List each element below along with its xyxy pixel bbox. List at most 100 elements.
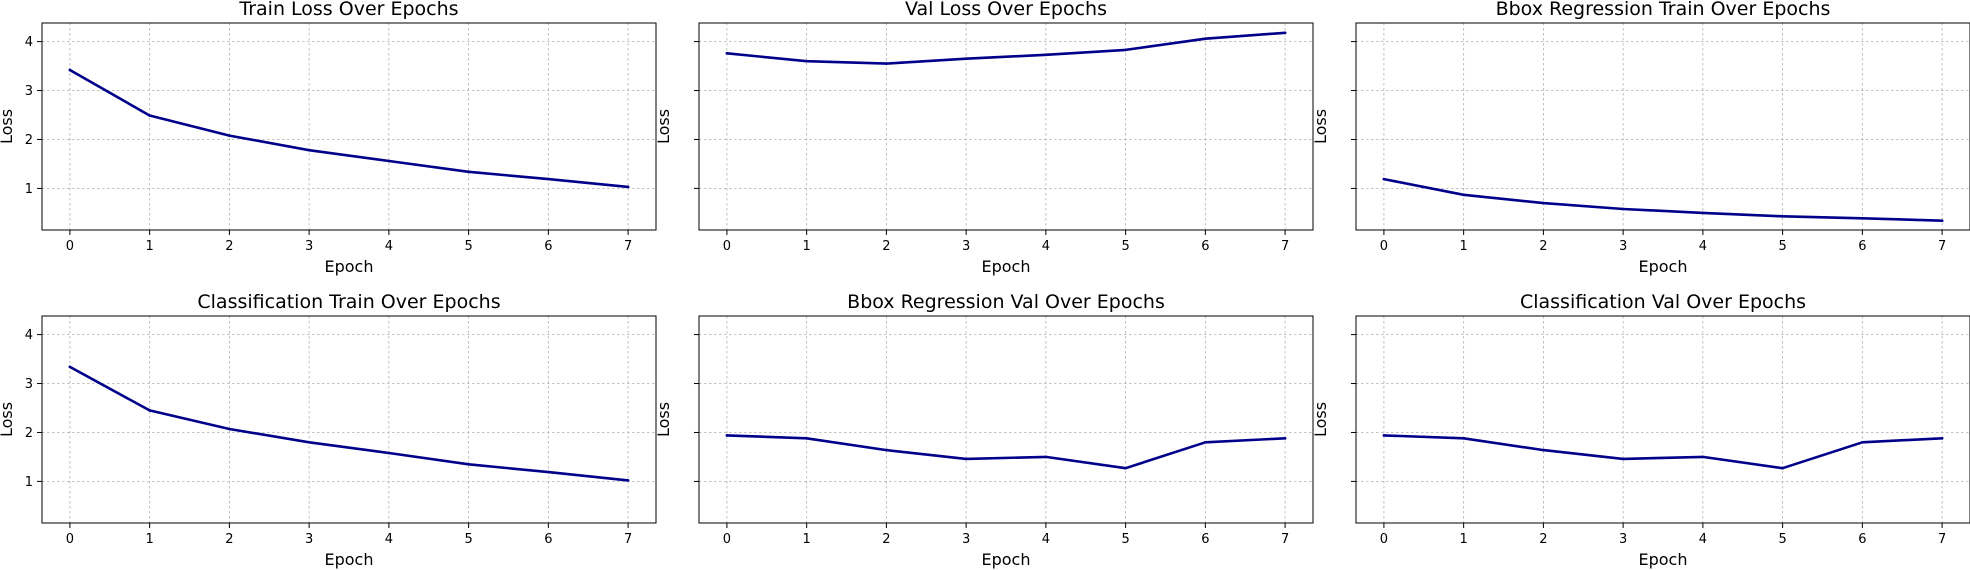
data-point bbox=[387, 451, 391, 455]
x-tick-label: 2 bbox=[882, 532, 890, 547]
data-point bbox=[547, 177, 550, 181]
x-tick-label: 2 bbox=[225, 532, 233, 547]
data-point bbox=[307, 148, 311, 152]
data-point bbox=[1701, 455, 1705, 459]
chart-title: Bbox Regression Train Over Epochs bbox=[1496, 0, 1831, 20]
y-tick-label: 4 bbox=[25, 328, 33, 343]
y-tick-label: 3 bbox=[25, 84, 33, 99]
y-axis-label: Loss bbox=[1311, 402, 1330, 437]
x-tick-label: 6 bbox=[1201, 532, 1209, 547]
x-tick-label: 4 bbox=[385, 532, 393, 547]
x-tick-label: 4 bbox=[1699, 532, 1707, 547]
data-point bbox=[547, 470, 550, 474]
data-point bbox=[1542, 448, 1545, 452]
chart-panel-5: 0 1 2 3 4 5 6 7 Bbox Regression Val Over Epochs E… bbox=[654, 291, 1314, 569]
x-tick-label: 3 bbox=[305, 532, 313, 547]
x-tick-label: 7 bbox=[1281, 239, 1289, 254]
x-tick-label: 6 bbox=[544, 532, 552, 547]
x-tick-label: 5 bbox=[1778, 239, 1786, 254]
x-axis-label: Epoch bbox=[982, 550, 1031, 569]
x-tick-label: 2 bbox=[882, 239, 890, 254]
plot-frame bbox=[1355, 315, 1970, 524]
chart-panel-2: 0 1 2 3 4 5 6 7 Val Loss Over Epochs Epoch Loss bbox=[654, 0, 1314, 276]
plot-frame bbox=[698, 315, 1314, 524]
x-tick-label: 1 bbox=[146, 532, 154, 547]
data-point bbox=[1044, 53, 1048, 57]
data-point bbox=[228, 427, 231, 431]
x-tick-label: 3 bbox=[962, 532, 970, 547]
chart-panel-1: 0 1 2 3 4 5 6 7 1 2 3 4 Train Loss Over Epochs Epoch L… bbox=[0, 0, 657, 276]
chart-panel-4: 0 1 2 3 4 5 6 7 1 2 3 4 Classification Train Over Ep… bbox=[0, 291, 657, 569]
plot-frame bbox=[1355, 22, 1970, 231]
data-point bbox=[467, 170, 470, 174]
data-point bbox=[1861, 216, 1864, 220]
series-line bbox=[1382, 434, 1944, 470]
series-line bbox=[68, 68, 630, 189]
data-point bbox=[964, 457, 968, 461]
x-tick-label: 4 bbox=[1042, 239, 1050, 254]
x-tick-label: 3 bbox=[1619, 532, 1627, 547]
data-point bbox=[1204, 37, 1207, 40]
chart-title: Val Loss Over Epochs bbox=[905, 0, 1107, 20]
chart-panel-3: 0 1 2 3 4 5 6 7 Bbox Regression Train Over Epoch… bbox=[1311, 0, 1970, 276]
x-tick-label: 0 bbox=[66, 239, 74, 254]
x-tick-label: 1 bbox=[146, 239, 154, 254]
data-point bbox=[148, 114, 151, 117]
x-axis-label: Epoch bbox=[325, 550, 374, 569]
data-point bbox=[1382, 434, 1386, 437]
plot-frame bbox=[41, 22, 657, 231]
data-point bbox=[1781, 214, 1784, 218]
x-tick-label: 7 bbox=[624, 239, 632, 254]
data-point bbox=[725, 52, 729, 55]
x-tick-label: 7 bbox=[624, 532, 632, 547]
x-tick-label: 5 bbox=[1121, 239, 1129, 254]
series-line bbox=[725, 434, 1287, 470]
data-point bbox=[1462, 437, 1465, 440]
data-point bbox=[885, 448, 888, 452]
x-tick-label: 2 bbox=[1539, 239, 1547, 254]
x-axis-label: Epoch bbox=[1639, 550, 1688, 569]
y-axis-label: Loss bbox=[0, 402, 16, 437]
x-tick-label: 1 bbox=[1460, 239, 1468, 254]
series-line bbox=[1382, 177, 1944, 222]
chart-title: Bbox Regression Val Over Epochs bbox=[847, 291, 1165, 313]
data-point bbox=[148, 409, 151, 412]
y-axis-label: Loss bbox=[0, 109, 16, 144]
x-tick-label: 1 bbox=[803, 239, 811, 254]
plot-frame bbox=[41, 315, 657, 524]
data-point bbox=[1124, 48, 1127, 52]
x-tick-label: 5 bbox=[464, 239, 472, 254]
chart-title: Train Loss Over Epochs bbox=[238, 0, 458, 20]
data-point bbox=[964, 57, 968, 61]
data-point bbox=[1382, 177, 1386, 181]
chart-title: Classification Train Over Epochs bbox=[197, 291, 500, 313]
x-tick-label: 7 bbox=[1938, 532, 1946, 547]
x-axis-label: Epoch bbox=[325, 257, 374, 276]
data-point bbox=[1204, 440, 1207, 444]
data-point bbox=[1283, 437, 1287, 440]
data-point bbox=[387, 159, 391, 163]
series-line bbox=[68, 365, 630, 482]
data-point bbox=[1621, 457, 1625, 461]
plot-frame bbox=[698, 22, 1314, 231]
y-tick-label: 2 bbox=[25, 133, 33, 148]
data-point bbox=[805, 437, 808, 440]
x-tick-label: 3 bbox=[1619, 239, 1627, 254]
x-tick-label: 0 bbox=[66, 532, 74, 547]
data-point bbox=[68, 68, 72, 72]
y-axis-label: Loss bbox=[1311, 109, 1330, 144]
x-tick-label: 6 bbox=[1858, 532, 1866, 547]
data-point bbox=[626, 479, 630, 482]
x-tick-label: 3 bbox=[305, 239, 313, 254]
x-tick-label: 0 bbox=[723, 239, 731, 254]
data-point bbox=[626, 185, 630, 189]
y-tick-label: 4 bbox=[25, 35, 33, 50]
data-point bbox=[1462, 193, 1465, 197]
x-tick-label: 4 bbox=[1699, 239, 1707, 254]
data-point bbox=[1542, 201, 1545, 205]
chart-title: Classification Val Over Epochs bbox=[1520, 291, 1806, 313]
x-tick-label: 7 bbox=[1938, 239, 1946, 254]
x-tick-label: 6 bbox=[544, 239, 552, 254]
data-point bbox=[1940, 437, 1944, 440]
y-tick-label: 1 bbox=[25, 182, 33, 197]
